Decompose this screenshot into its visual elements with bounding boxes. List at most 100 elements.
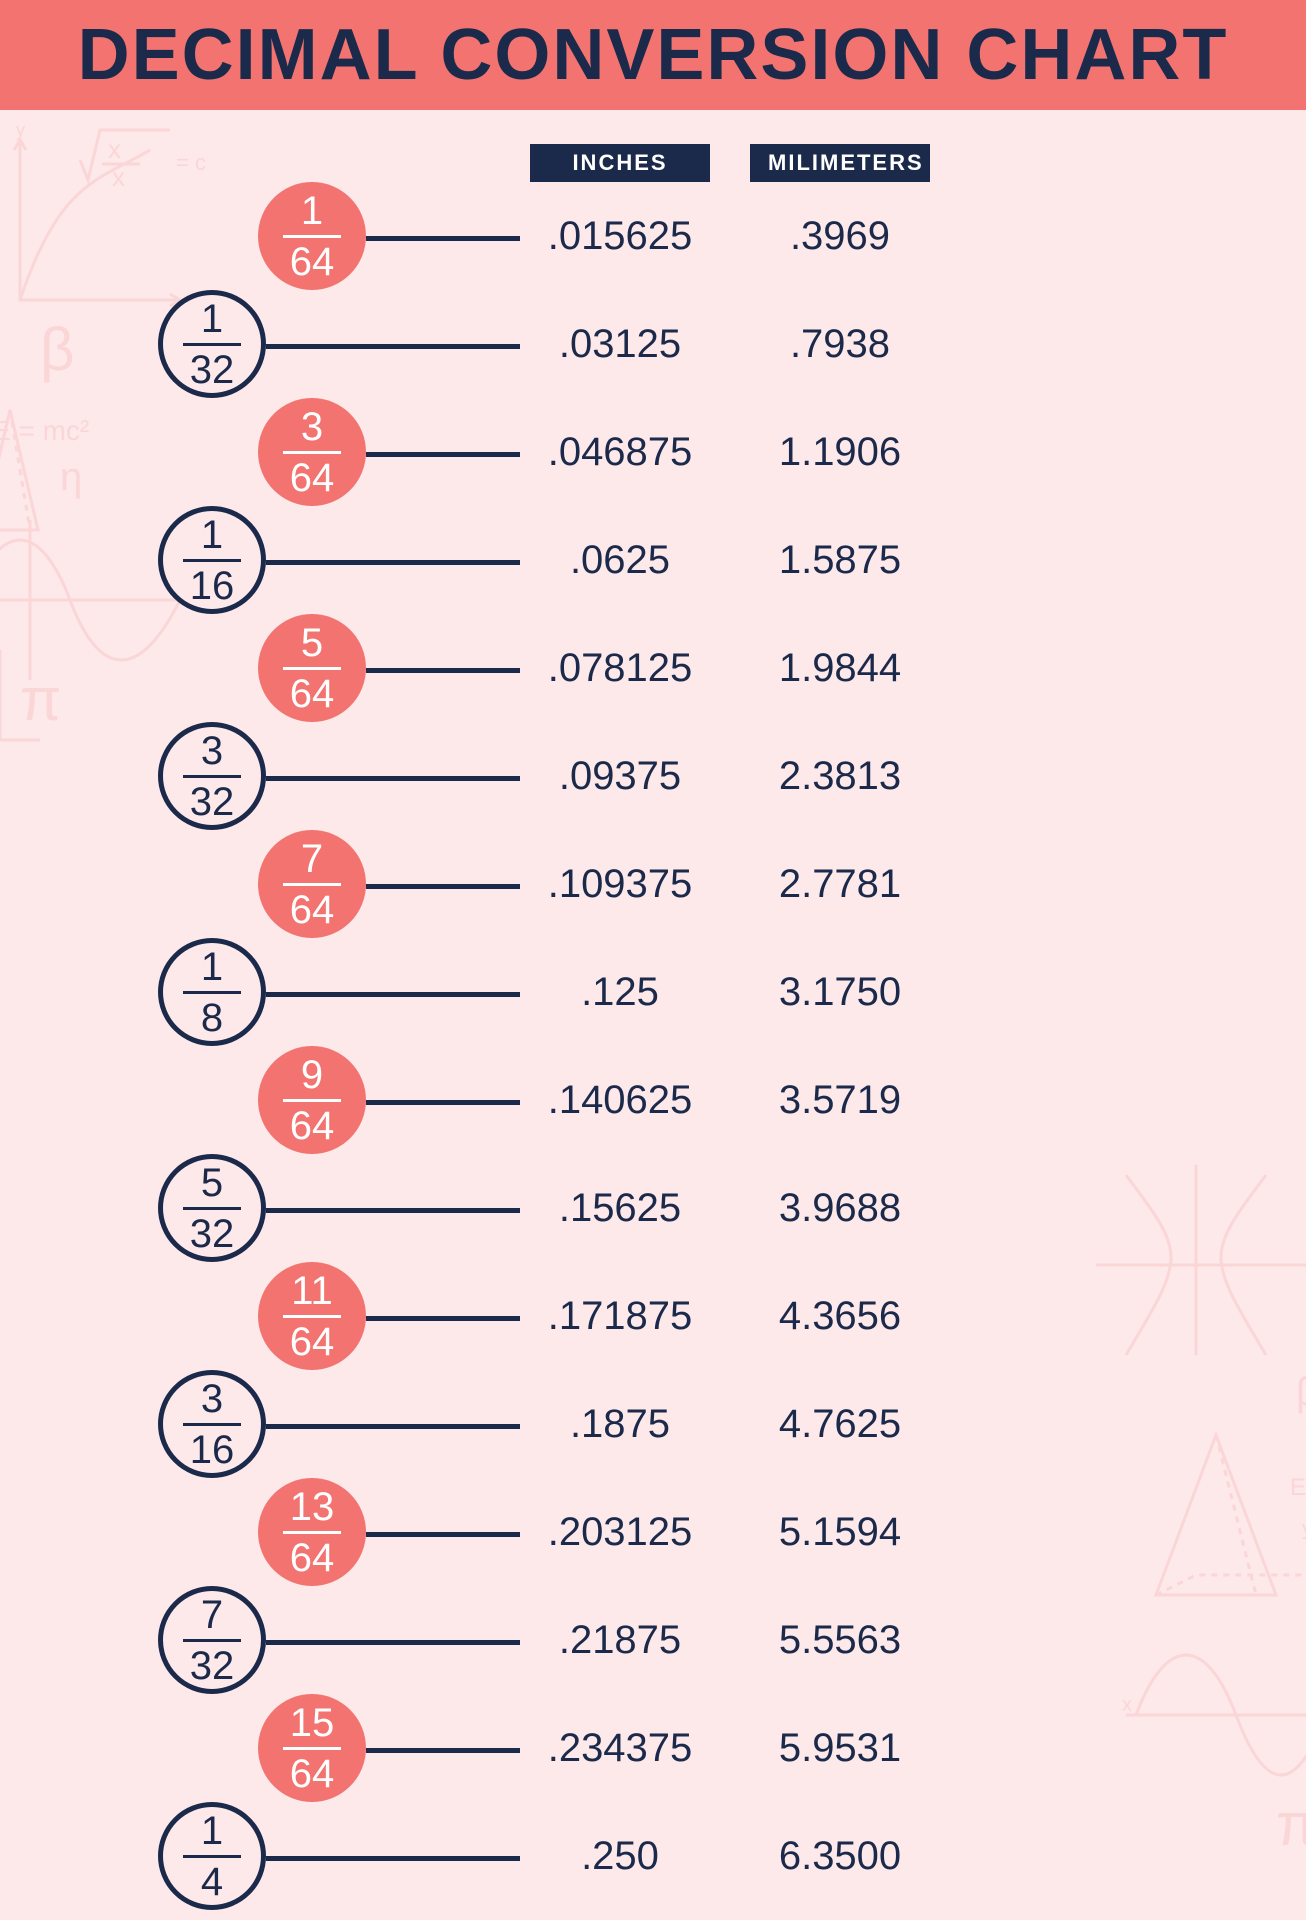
fraction-circle: 532	[158, 1154, 266, 1262]
fraction-circle: 132	[158, 290, 266, 398]
fraction-bar	[283, 1099, 341, 1102]
conversion-row: 164.015625.3969	[0, 182, 1306, 290]
fraction-circle: 116	[158, 506, 266, 614]
fraction-bar	[283, 451, 341, 454]
fraction-numerator: 7	[301, 839, 323, 879]
conversion-rows: 164.015625.3969132.03125.7938364.0468751…	[0, 182, 1306, 1910]
connector-line	[366, 884, 520, 889]
fraction-circle: 14	[158, 1802, 266, 1910]
connector-line	[366, 1100, 520, 1105]
fraction-bar	[183, 1423, 241, 1426]
fraction-numerator: 3	[201, 1379, 223, 1419]
connector-line	[366, 1532, 520, 1537]
value-inches: .0625	[520, 506, 720, 614]
fraction-bar	[183, 1207, 241, 1210]
value-millimeters: .7938	[740, 290, 940, 398]
value-inches: .21875	[520, 1586, 720, 1694]
value-millimeters: 5.9531	[740, 1694, 940, 1802]
value-inches: .046875	[520, 398, 720, 506]
fraction-denominator: 32	[190, 1646, 235, 1686]
connector-line	[366, 668, 520, 673]
conversion-row: 332 .093752.3813	[0, 722, 1306, 830]
value-millimeters: 2.3813	[740, 722, 940, 830]
fraction-circle: 18	[158, 938, 266, 1046]
connector-line	[366, 452, 520, 457]
conversion-row: 1364.2031255.1594	[0, 1478, 1306, 1586]
connector-line	[266, 992, 520, 997]
svg-text:y: y	[16, 120, 25, 140]
fraction-denominator: 32	[190, 350, 235, 390]
chart-body: y z x x = c β E = mc² η	[0, 110, 1306, 1920]
value-inches: .234375	[520, 1694, 720, 1802]
connector-line	[366, 1316, 520, 1321]
conversion-row: 532 .156253.9688	[0, 1154, 1306, 1262]
value-millimeters: 3.1750	[740, 938, 940, 1046]
fraction-bar	[183, 343, 241, 346]
column-header-millimeters: MILIMETERS	[750, 144, 930, 182]
fraction-denominator: 16	[190, 566, 235, 606]
fraction-bar	[183, 775, 241, 778]
fraction-denominator: 8	[201, 998, 223, 1038]
fraction-circle: 364	[258, 398, 366, 506]
conversion-row: 18 .1253.1750	[0, 938, 1306, 1046]
connector-line	[266, 776, 520, 781]
conversion-row: 964.1406253.5719	[0, 1046, 1306, 1154]
value-inches: .109375	[520, 830, 720, 938]
fraction-circle: 564	[258, 614, 366, 722]
column-header-inches: INCHES	[530, 144, 710, 182]
value-inches: .203125	[520, 1478, 720, 1586]
connector-line	[266, 1208, 520, 1213]
conversion-row: 732.218755.5563	[0, 1586, 1306, 1694]
conversion-row: 116 .06251.5875	[0, 506, 1306, 614]
fraction-circle: 732	[158, 1586, 266, 1694]
fraction-numerator: 1	[201, 1811, 223, 1851]
fraction-denominator: 64	[290, 242, 335, 282]
value-inches: .15625	[520, 1154, 720, 1262]
connector-line	[266, 560, 520, 565]
value-millimeters: 4.3656	[740, 1262, 940, 1370]
value-inches: .125	[520, 938, 720, 1046]
value-inches: .140625	[520, 1046, 720, 1154]
fraction-denominator: 64	[290, 1322, 335, 1362]
fraction-denominator: 64	[290, 1754, 335, 1794]
conversion-row: 14.2506.3500	[0, 1802, 1306, 1910]
fraction-bar	[283, 667, 341, 670]
fraction-denominator: 4	[201, 1862, 223, 1902]
value-inches: .250	[520, 1802, 720, 1910]
page-title: DECIMAL CONVERSION CHART	[78, 14, 1229, 96]
conversion-row: 1164.1718754.3656	[0, 1262, 1306, 1370]
conversion-row: 764.1093752.7781	[0, 830, 1306, 938]
fraction-numerator: 11	[291, 1271, 333, 1311]
fraction-numerator: 13	[290, 1487, 335, 1527]
conversion-row: 132.03125.7938	[0, 290, 1306, 398]
fraction-circle: 1364	[258, 1478, 366, 1586]
conversion-row: 364.0468751.1906	[0, 398, 1306, 506]
fraction-numerator: 5	[301, 623, 323, 663]
value-millimeters: 1.9844	[740, 614, 940, 722]
fraction-numerator: 3	[301, 407, 323, 447]
title-bar: DECIMAL CONVERSION CHART	[0, 0, 1306, 110]
connector-line	[266, 1640, 520, 1645]
fraction-denominator: 32	[190, 782, 235, 822]
value-millimeters: .3969	[740, 182, 940, 290]
value-inches: .09375	[520, 722, 720, 830]
value-inches: .015625	[520, 182, 720, 290]
value-millimeters: 5.1594	[740, 1478, 940, 1586]
connector-line	[266, 344, 520, 349]
value-millimeters: 3.9688	[740, 1154, 940, 1262]
fraction-denominator: 64	[290, 1538, 335, 1578]
fraction-numerator: 1	[301, 191, 323, 231]
fraction-bar	[183, 991, 241, 994]
value-millimeters: 1.5875	[740, 506, 940, 614]
fraction-bar	[183, 559, 241, 562]
connector-line	[366, 1748, 520, 1753]
fraction-bar	[283, 1747, 341, 1750]
fraction-bar	[283, 883, 341, 886]
connector-line	[266, 1856, 520, 1861]
conversion-row: 564.0781251.9844	[0, 614, 1306, 722]
fraction-numerator: 15	[290, 1703, 335, 1743]
fraction-denominator: 64	[290, 890, 335, 930]
fraction-circle: 164	[258, 182, 366, 290]
fraction-circle: 332	[158, 722, 266, 830]
fraction-denominator: 64	[290, 674, 335, 714]
